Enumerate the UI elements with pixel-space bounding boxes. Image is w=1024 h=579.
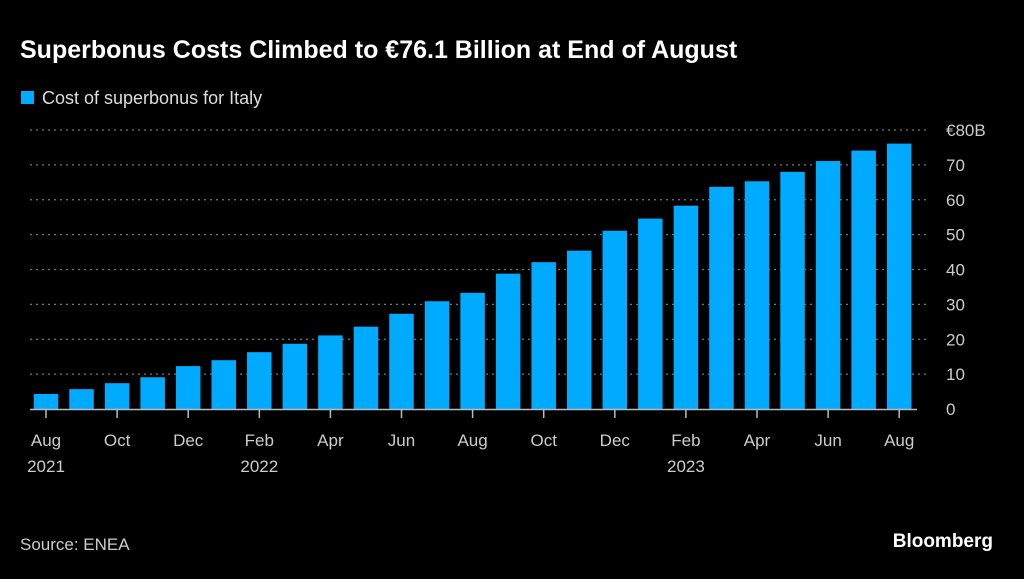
bar [104, 383, 130, 409]
y-tick-label: 0 [946, 400, 955, 419]
x-tick-label: Aug [884, 431, 914, 450]
legend-label: Cost of superbonus for Italy [42, 88, 262, 108]
y-tick-label: 10 [946, 365, 965, 384]
y-tick-label: 70 [946, 156, 965, 175]
bar [709, 186, 734, 409]
bar [424, 301, 450, 409]
bar [815, 161, 841, 409]
x-tick-label: Dec [600, 431, 631, 450]
bar [531, 262, 556, 409]
x-tick-label: Apr [744, 431, 771, 450]
bar [389, 313, 414, 409]
legend-swatch [21, 91, 34, 104]
y-tick-label: €80B [946, 121, 986, 140]
bar [175, 366, 201, 409]
bar [638, 218, 663, 409]
bar [460, 292, 485, 409]
bar [886, 143, 912, 409]
x-tick-label: Oct [104, 431, 131, 450]
x-tick-label: Feb [671, 431, 700, 450]
bar [495, 273, 521, 409]
bar [69, 389, 94, 409]
bar [744, 181, 770, 409]
x-tick-label: Dec [173, 431, 204, 450]
x-tick-label: Aug [457, 431, 487, 450]
x-tick-year-label: 2023 [667, 457, 705, 476]
bar [851, 150, 876, 410]
y-tick-label: 60 [946, 191, 965, 210]
bar [33, 394, 59, 409]
y-tick-label: 50 [946, 226, 965, 245]
bar [282, 343, 308, 409]
x-tick-label: Feb [245, 431, 274, 450]
x-tick-label: Jun [388, 431, 415, 450]
bar [247, 352, 272, 409]
y-tick-label: 40 [946, 261, 965, 280]
source-note: Source: ENEA [20, 535, 130, 554]
x-tick-year-label: 2022 [240, 457, 278, 476]
bar [567, 250, 592, 409]
bar [211, 360, 236, 409]
bar [318, 335, 343, 409]
bar [673, 205, 699, 409]
bar [780, 171, 805, 409]
x-tick-label: Aug [31, 431, 61, 450]
bar [140, 377, 165, 409]
bloomberg-logo: Bloomberg [893, 531, 993, 552]
x-tick-label: Apr [317, 431, 344, 450]
bar [353, 326, 379, 409]
x-tick-year-label: 2021 [27, 457, 65, 476]
x-tick-label: Jun [814, 431, 841, 450]
y-tick-label: 30 [946, 295, 965, 314]
chart-title: Superbonus Costs Climbed to €76.1 Billio… [20, 36, 738, 64]
x-tick-label: Oct [530, 431, 557, 450]
y-tick-label: 20 [946, 330, 965, 349]
bar [602, 230, 628, 409]
